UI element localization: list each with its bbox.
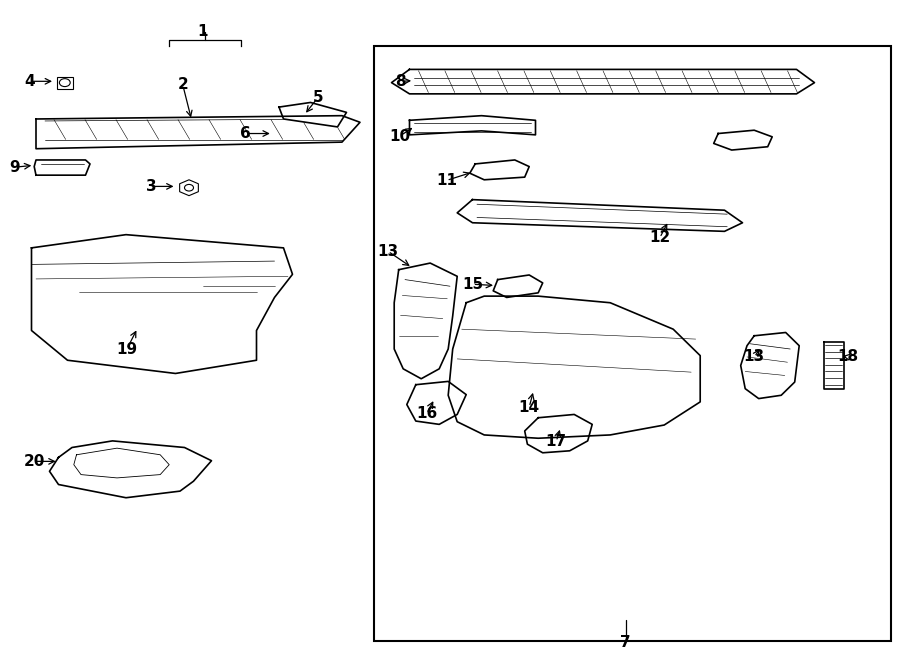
Polygon shape: [525, 414, 592, 453]
Text: 10: 10: [389, 129, 410, 143]
Text: 5: 5: [312, 91, 323, 105]
Text: 3: 3: [146, 179, 157, 194]
Text: 14: 14: [518, 400, 540, 414]
Text: 20: 20: [23, 454, 45, 469]
Text: 9: 9: [9, 160, 20, 175]
Polygon shape: [394, 263, 457, 379]
Polygon shape: [457, 200, 742, 231]
Polygon shape: [493, 275, 543, 297]
Text: 18: 18: [837, 350, 859, 364]
Text: 1: 1: [197, 24, 208, 39]
Polygon shape: [279, 102, 346, 127]
Text: 7: 7: [620, 635, 631, 650]
Text: 12: 12: [649, 231, 670, 245]
Text: 13: 13: [743, 350, 765, 364]
Text: 13: 13: [377, 244, 399, 258]
Text: 17: 17: [545, 434, 567, 449]
Polygon shape: [470, 160, 529, 180]
Polygon shape: [410, 116, 536, 135]
Text: 15: 15: [462, 277, 483, 292]
Polygon shape: [714, 130, 772, 150]
Polygon shape: [32, 235, 293, 373]
Polygon shape: [741, 332, 799, 399]
Polygon shape: [824, 342, 844, 389]
Polygon shape: [407, 381, 466, 424]
Bar: [274, 130, 289, 140]
Polygon shape: [36, 116, 360, 149]
Text: 4: 4: [24, 74, 35, 89]
Text: 6: 6: [240, 126, 251, 141]
Text: 11: 11: [436, 173, 457, 188]
Text: 19: 19: [116, 342, 138, 356]
Bar: [57, 77, 73, 89]
Text: 8: 8: [395, 74, 406, 89]
Polygon shape: [50, 441, 212, 498]
Bar: [374, 46, 891, 641]
Polygon shape: [392, 69, 814, 94]
Text: 2: 2: [177, 77, 188, 92]
Text: 16: 16: [416, 407, 437, 421]
Polygon shape: [448, 296, 700, 438]
Polygon shape: [34, 160, 90, 175]
